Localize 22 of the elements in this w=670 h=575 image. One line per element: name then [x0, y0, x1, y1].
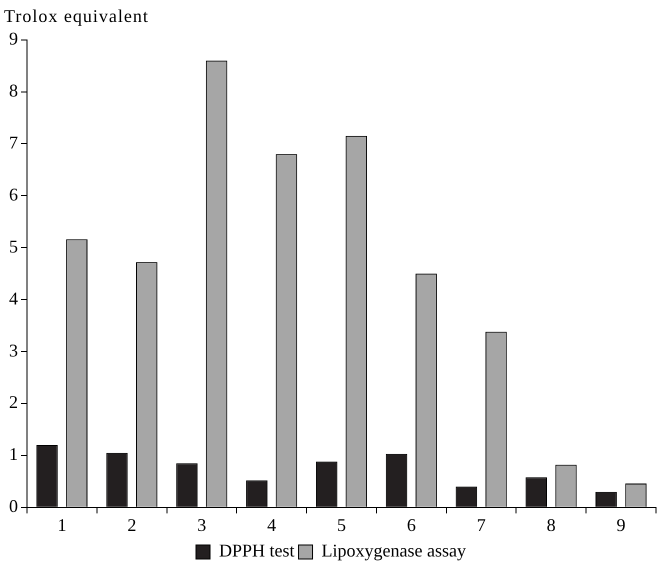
y-axis-title: Trolox equivalent: [4, 6, 149, 27]
x-tick-label: 7: [476, 514, 486, 535]
y-tick-label: 2: [9, 392, 18, 412]
y-tick-label: 9: [9, 28, 18, 49]
x-tick-label: 6: [406, 514, 416, 535]
y-tick-label: 5: [9, 236, 18, 256]
y-tick-label: 8: [9, 80, 18, 100]
x-tick-label: 2: [127, 514, 136, 535]
y-tick-label: 7: [9, 132, 18, 152]
x-tick-label: 9: [616, 514, 626, 535]
y-tick-label: 1: [9, 444, 18, 464]
x-tick-label: 8: [546, 514, 556, 535]
y-tick-label: 3: [9, 340, 18, 360]
y-tick-label: 4: [9, 288, 18, 308]
y-tick-label: 6: [9, 184, 18, 204]
legend-label: Lipoxygenase assay: [322, 540, 466, 561]
y-tick-label: 0: [9, 496, 18, 516]
x-tick-label: 4: [267, 514, 276, 535]
x-tick-label: 1: [57, 514, 66, 535]
x-tick-label: 5: [337, 514, 346, 535]
legend-label: DPPH test: [219, 540, 295, 561]
x-tick-label: 3: [197, 514, 206, 535]
